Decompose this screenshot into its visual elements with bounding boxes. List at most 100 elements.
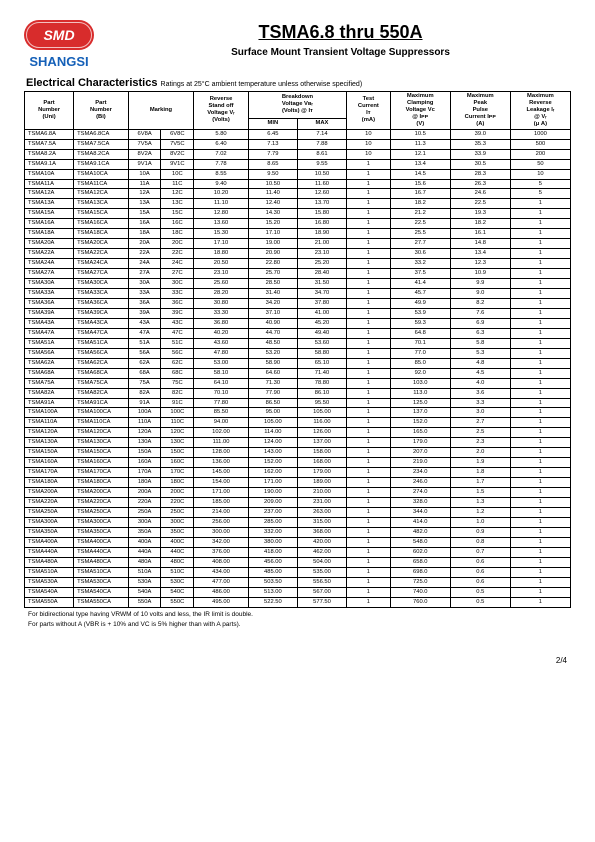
table-cell: 15A bbox=[128, 209, 161, 219]
table-cell: 51C bbox=[161, 338, 194, 348]
table-cell: 530A bbox=[128, 577, 161, 587]
page-number: 2/4 bbox=[24, 656, 571, 665]
table-cell: 7V5C bbox=[161, 139, 194, 149]
table-cell: 1 bbox=[510, 368, 570, 378]
table-cell: 116.00 bbox=[297, 418, 346, 428]
table-cell: 1 bbox=[510, 498, 570, 508]
table-cell: TSMA510CA bbox=[74, 567, 129, 577]
table-cell: 53.20 bbox=[248, 348, 297, 358]
table-cell: 1 bbox=[510, 259, 570, 269]
table-row: TSMA62ATSMA62CA62A62C53.0058.9065.10185.… bbox=[25, 358, 571, 368]
table-cell: 15.80 bbox=[297, 209, 346, 219]
table-cell: 15.6 bbox=[390, 179, 450, 189]
table-row: TSMA12ATSMA12CA12A12C10.2011.4012.60116.… bbox=[25, 189, 571, 199]
table-cell: TSMA550CA bbox=[74, 597, 129, 607]
table-cell: 11A bbox=[128, 179, 161, 189]
table-cell: 20.90 bbox=[248, 249, 297, 259]
table-cell: 18.90 bbox=[297, 229, 346, 239]
table-row: TSMA22ATSMA22CA22A22C18.8020.9023.10130.… bbox=[25, 249, 571, 259]
table-cell: 550A bbox=[128, 597, 161, 607]
table-cell: 179.0 bbox=[390, 438, 450, 448]
table-cell: 12.40 bbox=[248, 199, 297, 209]
table-cell: 10.50 bbox=[248, 179, 297, 189]
table-cell: 16C bbox=[161, 219, 194, 229]
table-cell: 477.00 bbox=[194, 577, 249, 587]
table-cell: 18C bbox=[161, 229, 194, 239]
table-cell: TSMA12A bbox=[25, 189, 74, 199]
table-cell: 1 bbox=[347, 279, 391, 289]
table-row: TSMA480ATSMA480CA480A480C408.00456.00504… bbox=[25, 557, 571, 567]
table-cell: 62A bbox=[128, 358, 161, 368]
table-cell: 1 bbox=[347, 289, 391, 299]
table-cell: TSMA6.8CA bbox=[74, 129, 129, 139]
table-cell: 160A bbox=[128, 458, 161, 468]
table-cell: 11C bbox=[161, 179, 194, 189]
table-cell: 0.5 bbox=[450, 587, 510, 597]
table-cell: 332.00 bbox=[248, 527, 297, 537]
table-cell: 22A bbox=[128, 249, 161, 259]
table-cell: 698.0 bbox=[390, 567, 450, 577]
table-cell: 8V2C bbox=[161, 149, 194, 159]
table-cell: 37.80 bbox=[297, 298, 346, 308]
table-row: TSMA15ATSMA15CA15A15C12.8014.3015.80121.… bbox=[25, 209, 571, 219]
table-cell: 25.20 bbox=[297, 259, 346, 269]
table-cell: 1 bbox=[510, 239, 570, 249]
table-row: TSMA6.8ATSMA6.8CA6V8A6V8C5.806.457.14101… bbox=[25, 129, 571, 139]
table-cell: 504.00 bbox=[297, 557, 346, 567]
table-cell: TSMA440A bbox=[25, 547, 74, 557]
table-cell: 5.8 bbox=[450, 338, 510, 348]
table-row: TSMA350ATSMA350CA350A350C300.00332.00368… bbox=[25, 527, 571, 537]
table-cell: 75A bbox=[128, 378, 161, 388]
table-row: TSMA110ATSMA110CA110A110C94.00105.00116.… bbox=[25, 418, 571, 428]
table-cell: TSMA120CA bbox=[74, 428, 129, 438]
table-cell: 33A bbox=[128, 289, 161, 299]
table-cell: TSMA220A bbox=[25, 498, 74, 508]
table-cell: TSMA220CA bbox=[74, 498, 129, 508]
table-cell: 64.60 bbox=[248, 368, 297, 378]
table-cell: 8.65 bbox=[248, 159, 297, 169]
table-cell: 10 bbox=[347, 129, 391, 139]
table-cell: TSMA530A bbox=[25, 577, 74, 587]
table-cell: 548.0 bbox=[390, 537, 450, 547]
table-cell: 1 bbox=[510, 279, 570, 289]
table-cell: TSMA91A bbox=[25, 398, 74, 408]
table-cell: 3.0 bbox=[450, 408, 510, 418]
brand-name: SHANGSI bbox=[29, 54, 88, 69]
table-cell: 33.30 bbox=[194, 308, 249, 318]
table-cell: 71.30 bbox=[248, 378, 297, 388]
table-cell: 7.88 bbox=[297, 139, 346, 149]
table-cell: 36.80 bbox=[194, 318, 249, 328]
table-cell: 28.3 bbox=[450, 169, 510, 179]
table-cell: 1 bbox=[347, 547, 391, 557]
table-cell: 14.5 bbox=[390, 169, 450, 179]
table-cell: 1 bbox=[510, 488, 570, 498]
table-cell: 0.5 bbox=[450, 597, 510, 607]
table-cell: 1 bbox=[510, 219, 570, 229]
table-cell: 51A bbox=[128, 338, 161, 348]
table-cell: 1 bbox=[347, 388, 391, 398]
table-cell: 180C bbox=[161, 478, 194, 488]
table-cell: 150A bbox=[128, 448, 161, 458]
table-cell: 9.40 bbox=[194, 179, 249, 189]
table-cell: 152.00 bbox=[248, 458, 297, 468]
table-cell: TSMA27CA bbox=[74, 269, 129, 279]
table-cell: 556.50 bbox=[297, 577, 346, 587]
table-cell: 82C bbox=[161, 388, 194, 398]
table-cell: TSMA13CA bbox=[74, 199, 129, 209]
table-cell: 154.00 bbox=[194, 478, 249, 488]
table-row: TSMA100ATSMA100CA100A100C85.5095.00105.0… bbox=[25, 408, 571, 418]
table-cell: 10.9 bbox=[450, 269, 510, 279]
table-cell: 77.90 bbox=[248, 388, 297, 398]
title-block: TSMA6.8 thru 550A Surface Mount Transien… bbox=[110, 20, 571, 58]
table-cell: 10A bbox=[128, 169, 161, 179]
table-cell: 2.5 bbox=[450, 428, 510, 438]
table-cell: 2.7 bbox=[450, 418, 510, 428]
table-cell: 1 bbox=[347, 498, 391, 508]
table-row: TSMA200ATSMA200CA200A200C171.00190.00210… bbox=[25, 488, 571, 498]
table-cell: TSMA250A bbox=[25, 507, 74, 517]
table-cell: 1 bbox=[510, 577, 570, 587]
table-cell: 246.0 bbox=[390, 478, 450, 488]
table-cell: 86.10 bbox=[297, 388, 346, 398]
table-row: TSMA550ATSMA550CA550A550C495.00522.50577… bbox=[25, 597, 571, 607]
table-cell: 20C bbox=[161, 239, 194, 249]
